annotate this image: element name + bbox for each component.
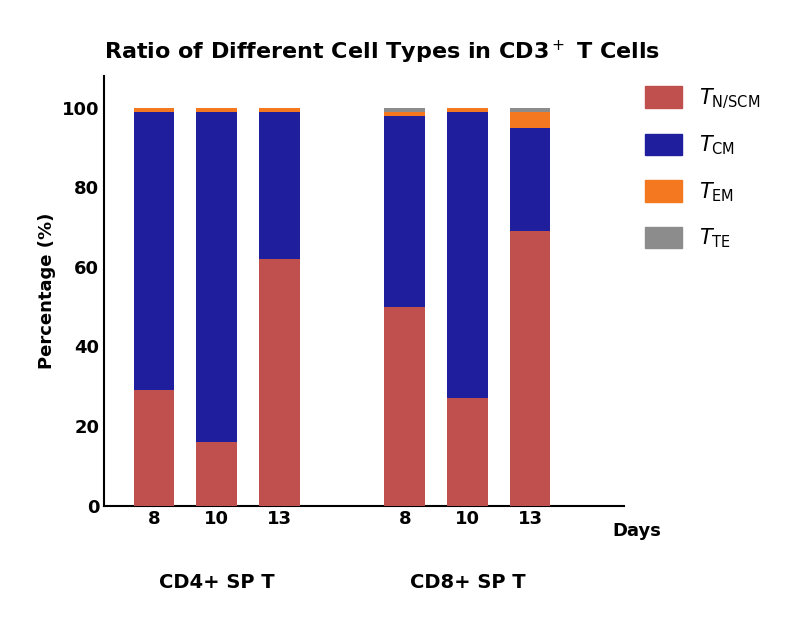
Bar xyxy=(134,390,174,506)
Text: Days: Days xyxy=(612,521,661,540)
Bar xyxy=(259,112,300,259)
Bar xyxy=(510,231,550,506)
Text: Ratio of Different Cell Types in CD3$^+$ T Cells: Ratio of Different Cell Types in CD3$^+$… xyxy=(104,39,660,66)
Bar xyxy=(447,112,488,398)
Bar xyxy=(134,112,174,390)
Bar xyxy=(197,112,237,442)
Bar xyxy=(447,107,488,112)
Text: CD8+ SP T: CD8+ SP T xyxy=(410,573,525,592)
Bar xyxy=(259,259,300,506)
Text: CD4+ SP T: CD4+ SP T xyxy=(159,573,274,592)
Bar xyxy=(197,107,237,112)
Bar xyxy=(197,442,237,506)
Bar xyxy=(510,128,550,231)
Bar xyxy=(259,107,300,112)
Bar xyxy=(384,107,425,112)
Bar xyxy=(384,112,425,116)
Y-axis label: Percentage (%): Percentage (%) xyxy=(38,212,56,369)
Bar xyxy=(384,116,425,307)
Bar xyxy=(447,398,488,506)
Bar xyxy=(384,307,425,506)
Bar xyxy=(510,107,550,112)
Bar xyxy=(134,107,174,112)
Legend: $T_{\mathrm{N/SCM}}$, $T_{\mathrm{CM}}$, $T_{\mathrm{EM}}$, $T_{\mathrm{TE}}$: $T_{\mathrm{N/SCM}}$, $T_{\mathrm{CM}}$,… xyxy=(645,86,760,250)
Bar xyxy=(510,112,550,128)
